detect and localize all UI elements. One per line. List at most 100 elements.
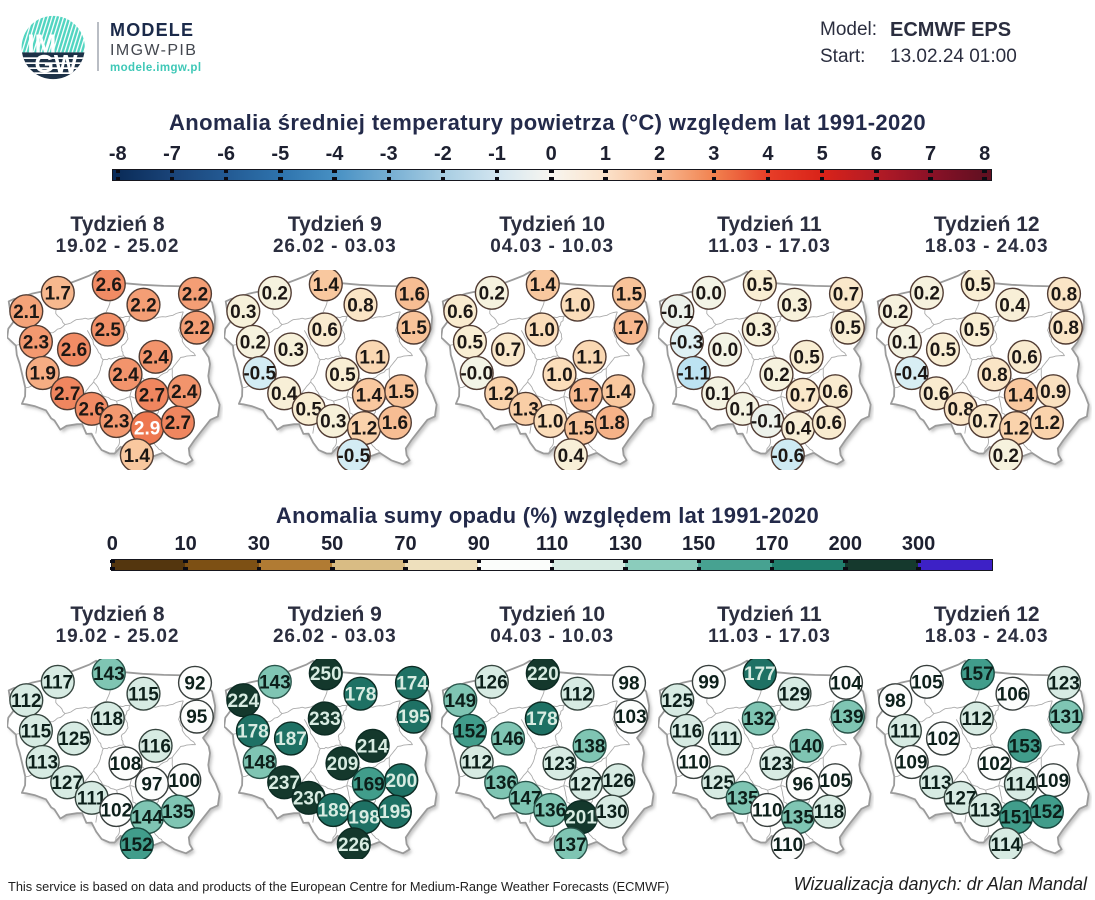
svg-text:129: 129 — [779, 684, 811, 705]
svg-text:169: 169 — [353, 774, 385, 795]
svg-text:112: 112 — [461, 753, 492, 774]
svg-text:105: 105 — [911, 672, 943, 693]
svg-text:0.4: 0.4 — [785, 419, 812, 440]
svg-text:-0.6: -0.6 — [772, 446, 805, 467]
svg-text:1.9: 1.9 — [29, 364, 55, 385]
svg-text:2.6: 2.6 — [78, 399, 104, 420]
svg-text:127: 127 — [570, 774, 602, 795]
svg-text:224: 224 — [227, 691, 259, 712]
svg-text:1.5: 1.5 — [568, 419, 595, 440]
svg-text:0.6: 0.6 — [447, 302, 473, 323]
svg-text:1.4: 1.4 — [355, 385, 382, 406]
svg-text:0.5: 0.5 — [963, 320, 990, 341]
svg-text:143: 143 — [259, 672, 291, 693]
svg-text:0.4: 0.4 — [558, 446, 585, 467]
svg-text:1.5: 1.5 — [616, 284, 643, 305]
svg-text:2.6: 2.6 — [60, 340, 86, 361]
svg-text:2.2: 2.2 — [183, 318, 209, 339]
svg-text:0.8: 0.8 — [981, 365, 1007, 386]
svg-text:136: 136 — [485, 773, 517, 794]
svg-text:115: 115 — [128, 684, 159, 705]
svg-text:0.6: 0.6 — [822, 382, 848, 403]
svg-text:209: 209 — [326, 754, 358, 775]
svg-text:123: 123 — [761, 754, 793, 775]
svg-text:IM: IM — [27, 28, 56, 58]
svg-text:1.4: 1.4 — [530, 275, 557, 296]
svg-text:130: 130 — [596, 802, 628, 823]
svg-text:-0.5: -0.5 — [337, 446, 370, 467]
svg-text:1.0: 1.0 — [546, 365, 572, 386]
svg-text:-0.1: -0.1 — [751, 412, 784, 433]
svg-text:114: 114 — [1005, 774, 1036, 795]
svg-text:125: 125 — [58, 729, 90, 750]
svg-text:125: 125 — [703, 773, 735, 794]
svg-text:112: 112 — [562, 684, 593, 705]
svg-text:136: 136 — [535, 801, 567, 822]
svg-text:2.7: 2.7 — [53, 384, 79, 405]
svg-text:-0.0: -0.0 — [460, 364, 493, 385]
svg-text:0.2: 0.2 — [992, 446, 1018, 467]
svg-text:1.7: 1.7 — [618, 318, 644, 339]
svg-text:123: 123 — [544, 754, 576, 775]
svg-text:143: 143 — [92, 664, 124, 685]
svg-text:0.2: 0.2 — [764, 365, 790, 386]
svg-text:0.8: 0.8 — [1050, 284, 1076, 305]
svg-text:98: 98 — [619, 673, 640, 694]
svg-text:1.7: 1.7 — [44, 283, 70, 304]
svg-text:2.5: 2.5 — [94, 320, 121, 341]
svg-text:0.8: 0.8 — [347, 295, 373, 316]
svg-text:151: 151 — [1000, 808, 1032, 829]
svg-text:127: 127 — [51, 773, 83, 794]
svg-text:0.5: 0.5 — [794, 347, 821, 368]
svg-text:110: 110 — [773, 835, 804, 856]
svg-text:2.2: 2.2 — [130, 295, 156, 316]
svg-text:126: 126 — [476, 672, 508, 693]
svg-text:132: 132 — [743, 709, 775, 730]
svg-text:111: 111 — [76, 788, 106, 809]
svg-text:1.6: 1.6 — [399, 284, 425, 305]
svg-text:1.1: 1.1 — [359, 347, 386, 368]
svg-text:110: 110 — [679, 753, 710, 774]
svg-text:-1.1: -1.1 — [678, 364, 711, 385]
svg-text:214: 214 — [357, 736, 389, 757]
svg-text:1.5: 1.5 — [400, 318, 427, 339]
svg-text:1.3: 1.3 — [513, 399, 539, 420]
svg-text:0.8: 0.8 — [1052, 318, 1078, 339]
svg-text:0.7: 0.7 — [790, 385, 816, 406]
svg-text:1.4: 1.4 — [312, 275, 339, 296]
svg-text:104: 104 — [831, 673, 863, 694]
svg-text:127: 127 — [945, 788, 977, 809]
svg-text:0.7: 0.7 — [833, 284, 859, 305]
svg-text:140: 140 — [791, 736, 823, 757]
svg-text:0.3: 0.3 — [230, 302, 256, 323]
svg-text:116: 116 — [140, 736, 171, 757]
svg-text:102: 102 — [978, 754, 1010, 775]
svg-text:0.6: 0.6 — [311, 320, 337, 341]
svg-text:109: 109 — [1037, 771, 1069, 792]
svg-text:-0.1: -0.1 — [661, 302, 694, 323]
svg-text:0.3: 0.3 — [320, 412, 346, 433]
svg-text:2.1: 2.1 — [13, 302, 40, 323]
svg-text:103: 103 — [615, 707, 647, 728]
svg-text:1.1: 1.1 — [576, 347, 603, 368]
svg-text:250: 250 — [310, 664, 342, 685]
svg-text:1.4: 1.4 — [605, 382, 632, 403]
svg-text:0.3: 0.3 — [278, 340, 304, 361]
svg-text:2.9: 2.9 — [133, 419, 159, 440]
svg-text:131: 131 — [1050, 707, 1082, 728]
svg-text:0.5: 0.5 — [835, 318, 862, 339]
svg-text:113: 113 — [970, 801, 1001, 822]
svg-text:105: 105 — [820, 771, 852, 792]
svg-text:0.1: 0.1 — [891, 332, 918, 353]
svg-text:195: 195 — [379, 802, 411, 823]
svg-text:198: 198 — [348, 808, 380, 829]
svg-text:99: 99 — [699, 672, 720, 693]
svg-text:153: 153 — [1008, 736, 1040, 757]
svg-text:112: 112 — [10, 691, 41, 712]
svg-text:233: 233 — [309, 709, 341, 730]
svg-text:135: 135 — [783, 808, 815, 829]
svg-text:1.0: 1.0 — [529, 320, 555, 341]
svg-text:92: 92 — [184, 673, 205, 694]
svg-text:0.4: 0.4 — [999, 295, 1026, 316]
svg-text:1.5: 1.5 — [388, 382, 415, 403]
